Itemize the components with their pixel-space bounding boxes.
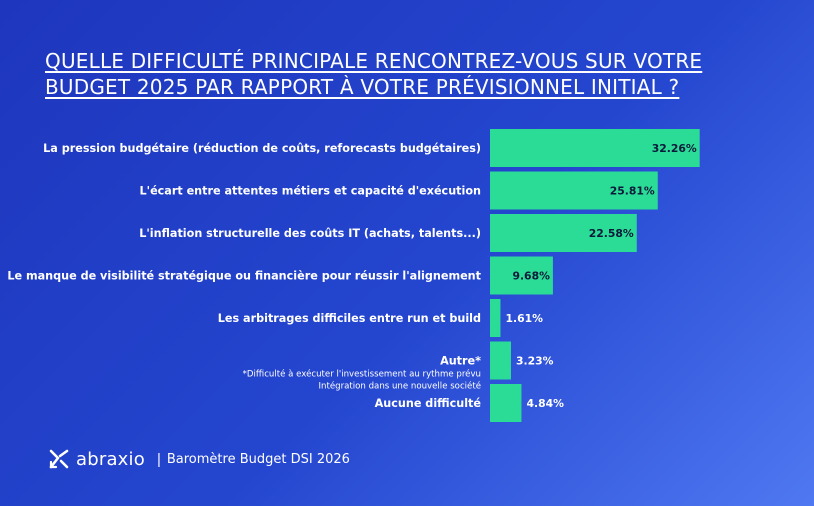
value-label-1: 32.26% xyxy=(652,142,697,155)
value-label-2: 25.81% xyxy=(610,185,655,198)
category-label-6: Autre* xyxy=(440,355,481,368)
abraxio-logo-icon xyxy=(49,449,69,469)
category-label-3: L'inflation structurelle des coûts IT (a… xyxy=(139,227,481,240)
bar-chart: La pression budgétaire (réduction de coû… xyxy=(7,129,700,422)
category-label-1: La pression budgétaire (réduction de coû… xyxy=(43,142,481,155)
category-label-5: Les arbitrages difficiles entre run et b… xyxy=(218,312,481,325)
title-line-2: BUDGET 2025 PAR RAPPORT À VOTRE PRÉVISIO… xyxy=(45,75,680,99)
bar-6 xyxy=(490,341,511,380)
bar-1 xyxy=(490,129,700,167)
footer-subtitle: Baromètre Budget DSI 2026 xyxy=(166,451,350,467)
page-title: QUELLE DIFFICULTÉ PRINCIPALE RENCONTREZ-… xyxy=(45,48,765,100)
value-label-6: 3.23% xyxy=(516,355,554,368)
bar-2 xyxy=(490,171,658,210)
value-label-3: 22.58% xyxy=(589,227,634,240)
category-label-2: L'écart entre attentes métiers et capaci… xyxy=(140,185,482,198)
category-label-7: Aucune difficulté xyxy=(375,397,482,410)
bar-5 xyxy=(490,299,501,337)
category-note-2: Intégration dans une nouvelle société xyxy=(319,381,481,392)
bar-7 xyxy=(490,384,522,422)
category-label-4: Le manque de visibilité stratégique ou f… xyxy=(7,270,481,283)
value-label-4: 9.68% xyxy=(512,270,550,283)
brand-name: abraxio xyxy=(76,448,145,470)
bar-3 xyxy=(490,214,637,252)
value-label-5: 1.61% xyxy=(505,312,543,325)
footer: abraxio | Baromètre Budget DSI 2026 xyxy=(48,448,350,470)
title-line-1: QUELLE DIFFICULTÉ PRINCIPALE RENCONTREZ-… xyxy=(45,49,703,73)
bar-4 xyxy=(490,256,553,295)
category-note-1: *Difficulté à exécuter l'investissement … xyxy=(243,369,481,380)
footer-separator: | xyxy=(156,450,161,468)
value-label-7: 4.84% xyxy=(526,397,564,410)
